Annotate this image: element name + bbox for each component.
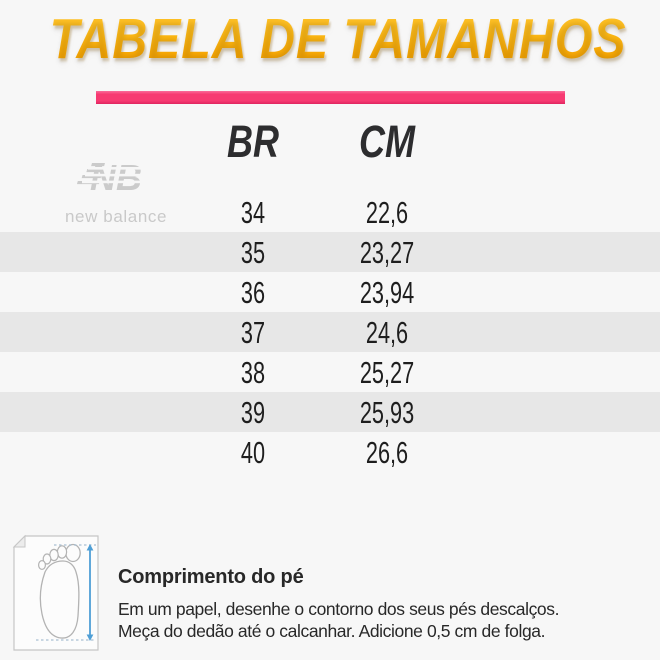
cell-br-size: 39 <box>240 395 266 430</box>
instruction-line: Em um papel, desenhe o contorno dos seus… <box>118 599 560 619</box>
cell-br-size: 35 <box>240 235 266 270</box>
instructions-heading: Comprimento do pé <box>118 566 304 588</box>
table-body: 34 22,6 35 23,27 36 23,94 37 24,6 38 25,27 39 25,93… <box>0 192 660 472</box>
measure-instructions: Comprimento do pé Em um papel, desenhe o… <box>118 566 648 658</box>
cell-cm-length: 23,94 <box>359 275 415 310</box>
nb-logo-icon: NB <box>76 157 156 198</box>
cell-br-size: 38 <box>240 355 266 390</box>
brand-wordmark: new balance <box>64 207 168 226</box>
column-header-br: BR <box>227 116 279 167</box>
foot-measure-icon <box>12 534 99 651</box>
cell-br-size: 34 <box>240 195 266 230</box>
table-row: 39 25,93 <box>0 392 660 432</box>
cell-cm-length: 24,6 <box>365 315 409 350</box>
instructions-body: Em um papel, desenhe o contorno dos seus… <box>118 598 648 642</box>
new-balance-logo: NB new balance <box>58 156 174 227</box>
table-row: 34 22,6 <box>0 192 660 232</box>
cell-cm-length: 26,6 <box>365 435 409 470</box>
page-title: TABELA DE TAMANHOS <box>50 6 626 72</box>
cell-cm-length: 25,93 <box>359 395 415 430</box>
cell-cm-length: 25,27 <box>359 355 415 390</box>
table-row: 35 23,27 <box>0 232 660 272</box>
cell-br-size: 40 <box>240 435 266 470</box>
cell-br-size: 37 <box>240 315 266 350</box>
svg-text:NB: NB <box>90 157 142 198</box>
cell-br-size: 36 <box>240 275 266 310</box>
cell-cm-length: 22,6 <box>365 195 409 230</box>
instruction-line: Meça do dedão até o calcanhar. Adicione … <box>118 621 546 641</box>
column-header-cm: CM <box>359 116 415 167</box>
title-underline-bar <box>96 91 565 104</box>
cell-cm-length: 23,27 <box>359 235 415 270</box>
page-title-text: TABELA DE TAMANHOS <box>49 7 627 71</box>
table-row: 37 24,6 <box>0 312 660 352</box>
table-row: 38 25,27 <box>0 352 660 392</box>
table-row: 40 26,6 <box>0 432 660 472</box>
table-row: 36 23,94 <box>0 272 660 312</box>
